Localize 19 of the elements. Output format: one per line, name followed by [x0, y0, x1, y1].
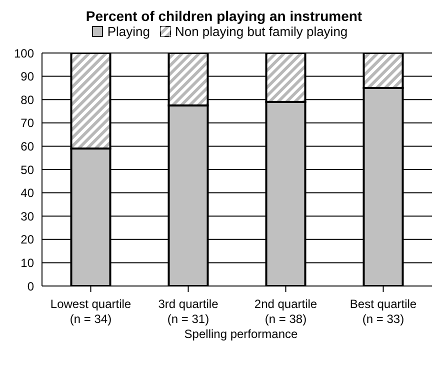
x-axis-title: Spelling performance [183, 326, 299, 342]
y-tick-label: 50 [20, 162, 34, 177]
legend-label: Non playing but family playing [174, 24, 348, 39]
x-tick-label: Lowest quartile (n = 34) [50, 297, 132, 326]
y-tick-label: 80 [20, 92, 34, 107]
legend-label: Playing [107, 24, 150, 39]
y-tick-label: 0 [27, 279, 34, 294]
y-tick-label: 70 [20, 116, 34, 130]
x-tick-label: 3rd quartile (n = 31) [158, 297, 219, 326]
y-tick-label: 30 [20, 209, 34, 224]
y-tick-label: 10 [20, 256, 34, 270]
x-tick-label: Best quartile (n = 33) [350, 297, 417, 326]
y-tick-label: 90 [20, 70, 34, 84]
y-tick-label: 20 [20, 232, 34, 247]
y-tick-label: 100 [14, 46, 34, 60]
y-tick-label: 60 [20, 139, 34, 154]
chart-title: Percent of children playing an instrument [84, 8, 364, 24]
x-tick-label: 2nd quartile (n = 38) [254, 297, 318, 326]
y-tick-label: 40 [20, 186, 34, 200]
